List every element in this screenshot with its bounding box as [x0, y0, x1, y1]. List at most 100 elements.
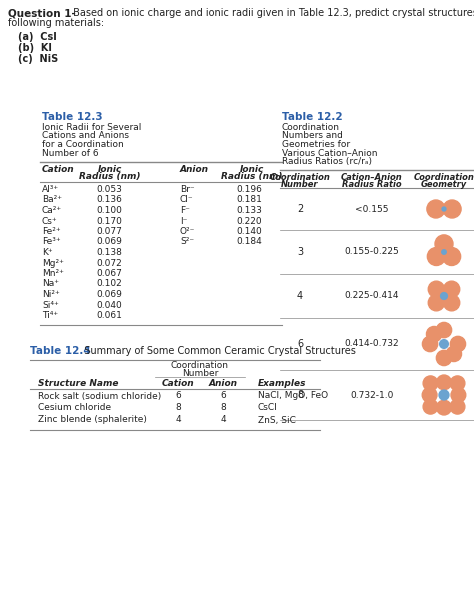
Text: Number: Number	[281, 180, 319, 189]
Text: CsCl: CsCl	[258, 403, 278, 412]
Text: 0.067: 0.067	[96, 269, 122, 278]
Circle shape	[427, 200, 445, 218]
Text: Cations and Anions: Cations and Anions	[42, 131, 129, 141]
Text: Geometry: Geometry	[421, 180, 467, 189]
Circle shape	[427, 327, 442, 342]
Text: 0.133: 0.133	[236, 206, 262, 215]
Circle shape	[437, 323, 452, 338]
Text: Number: Number	[182, 368, 218, 378]
Text: F⁻: F⁻	[180, 206, 190, 215]
Text: Na⁺: Na⁺	[42, 280, 59, 289]
Circle shape	[446, 346, 462, 362]
Circle shape	[439, 390, 449, 400]
Text: Structure Name: Structure Name	[38, 378, 118, 387]
Text: Anion: Anion	[180, 165, 209, 174]
Text: Cation–Anion: Cation–Anion	[341, 173, 403, 182]
Text: O²⁻: O²⁻	[180, 227, 195, 236]
Text: Ni²⁺: Ni²⁺	[42, 290, 60, 299]
Text: Ionic: Ionic	[240, 165, 264, 174]
Text: Fe²⁺: Fe²⁺	[42, 227, 61, 236]
Text: Ca²⁺: Ca²⁺	[42, 206, 62, 215]
Circle shape	[428, 295, 445, 311]
Text: 3: 3	[297, 247, 303, 257]
Text: Zinc blende (sphalerite): Zinc blende (sphalerite)	[38, 415, 147, 425]
Text: 0.100: 0.100	[96, 206, 122, 215]
Text: 0.196: 0.196	[236, 185, 262, 194]
Text: 0.053: 0.053	[96, 185, 122, 194]
Text: 0.181: 0.181	[236, 195, 262, 204]
Text: 0.138: 0.138	[96, 248, 122, 257]
Text: Based on ionic charge and ionic radii given in Table 12.3, predict crystal struc: Based on ionic charge and ionic radii gi…	[70, 8, 474, 18]
Text: 0.140: 0.140	[236, 227, 262, 236]
Text: Summary of Some Common Ceramic Crystal Structures: Summary of Some Common Ceramic Crystal S…	[78, 346, 356, 356]
Text: Al³⁺: Al³⁺	[42, 185, 59, 194]
Text: Various Cation–Anion: Various Cation–Anion	[282, 148, 377, 157]
Text: 0.136: 0.136	[96, 195, 122, 204]
Text: I⁻: I⁻	[180, 216, 187, 226]
Text: (c)  NiS: (c) NiS	[18, 54, 58, 64]
Circle shape	[443, 248, 461, 266]
Text: 0.072: 0.072	[96, 258, 122, 267]
Text: Ionic: Ionic	[98, 165, 122, 174]
Text: Cation: Cation	[162, 378, 194, 387]
Text: Geometries for: Geometries for	[282, 140, 350, 149]
Text: 4: 4	[297, 291, 303, 301]
Circle shape	[450, 336, 465, 352]
Text: Radius (nm): Radius (nm)	[79, 172, 141, 181]
Text: 0.061: 0.061	[96, 311, 122, 320]
Text: Radius Ratios (rᴄ/rₐ): Radius Ratios (rᴄ/rₐ)	[282, 157, 372, 166]
Circle shape	[428, 281, 445, 298]
Text: Number of 6: Number of 6	[42, 148, 99, 157]
Text: 4: 4	[220, 415, 226, 425]
Text: S²⁻: S²⁻	[180, 238, 194, 247]
Circle shape	[437, 400, 451, 415]
Circle shape	[444, 295, 460, 311]
Text: 0.414-0.732: 0.414-0.732	[345, 340, 399, 349]
Text: Anion: Anion	[209, 378, 237, 387]
Text: Cs⁺: Cs⁺	[42, 216, 58, 226]
Text: 4: 4	[175, 415, 181, 425]
Text: 8: 8	[220, 403, 226, 412]
Text: Coordination: Coordination	[413, 173, 474, 182]
Text: Cation: Cation	[42, 165, 74, 174]
Circle shape	[444, 281, 460, 298]
Circle shape	[443, 200, 461, 218]
Text: following materials:: following materials:	[8, 18, 104, 28]
Text: (a)  CsI: (a) CsI	[18, 32, 57, 42]
Text: NaCl, MgO, FeO: NaCl, MgO, FeO	[258, 391, 328, 400]
Text: Rock salt (sodium chloride): Rock salt (sodium chloride)	[38, 391, 161, 400]
Text: 8: 8	[175, 403, 181, 412]
Circle shape	[437, 350, 452, 365]
Circle shape	[442, 207, 446, 211]
Text: Ba²⁺: Ba²⁺	[42, 195, 62, 204]
Circle shape	[450, 376, 465, 391]
Text: 0.220: 0.220	[237, 216, 262, 226]
Text: 0.077: 0.077	[96, 227, 122, 236]
Text: Numbers and: Numbers and	[282, 131, 343, 141]
Text: 8: 8	[297, 390, 303, 400]
Text: Table 12.4: Table 12.4	[30, 346, 91, 356]
Text: Ionic Radii for Several: Ionic Radii for Several	[42, 123, 141, 132]
Text: 0.732-1.0: 0.732-1.0	[350, 390, 394, 400]
Text: Cl⁻: Cl⁻	[180, 195, 193, 204]
Text: 6: 6	[220, 391, 226, 400]
Circle shape	[437, 375, 451, 390]
Text: 0.069: 0.069	[96, 238, 122, 247]
Text: K⁺: K⁺	[42, 248, 53, 257]
Text: 0.155-0.225: 0.155-0.225	[345, 248, 400, 257]
Text: Question 1-: Question 1-	[8, 8, 76, 18]
Text: Mn²⁺: Mn²⁺	[42, 269, 64, 278]
Text: 2: 2	[297, 204, 303, 214]
Text: Radius Ratio: Radius Ratio	[342, 180, 402, 189]
Text: Br⁻: Br⁻	[180, 185, 195, 194]
Circle shape	[435, 235, 453, 253]
Text: Si⁴⁺: Si⁴⁺	[42, 301, 59, 309]
Text: 0.069: 0.069	[96, 290, 122, 299]
Circle shape	[422, 336, 438, 352]
Text: 0.040: 0.040	[96, 301, 122, 309]
Circle shape	[440, 293, 447, 299]
Text: 0.102: 0.102	[96, 280, 122, 289]
Circle shape	[428, 248, 446, 266]
Text: ZnS, SiC: ZnS, SiC	[258, 415, 296, 425]
Text: 0.225-0.414: 0.225-0.414	[345, 292, 399, 301]
